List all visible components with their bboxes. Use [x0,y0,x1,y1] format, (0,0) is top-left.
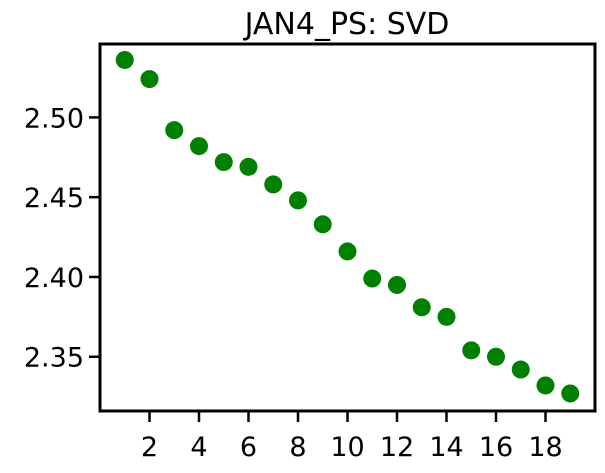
y-tick-label: 2.35 [24,343,84,374]
x-tick-label: 12 [380,432,414,463]
data-point [214,153,233,172]
data-point [140,70,159,89]
x-tick-label: 6 [240,432,257,463]
x-tick-label: 2 [141,432,158,463]
data-point [165,121,184,140]
y-tick-label: 2.50 [24,103,84,134]
data-point [264,175,283,194]
data-point [115,50,134,69]
x-tick-label: 16 [479,432,513,463]
data-points [115,50,580,403]
data-point [561,384,580,403]
data-point [536,376,555,395]
plot-frame [98,42,597,413]
y-axis: 2.35 2.40 2.45 2.50 [24,103,100,374]
data-point [239,157,258,176]
y-tick-label: 2.40 [24,263,84,294]
data-point [363,269,382,288]
x-axis: 2 4 6 8 10 12 14 16 18 [141,411,563,463]
data-point [338,242,357,261]
y-tick-label: 2.45 [24,183,84,214]
data-point [487,347,505,366]
data-point [462,341,481,360]
x-tick-label: 10 [330,432,364,463]
chart-title: JAN4_PS: SVD [243,7,450,42]
data-point [437,307,456,326]
x-tick-label: 14 [429,432,463,463]
data-point [511,360,530,379]
x-tick-label: 18 [528,432,562,463]
data-point [313,215,332,234]
x-tick-label: 4 [190,432,207,463]
x-tick-label: 8 [289,432,306,463]
data-point [190,137,208,156]
data-point [412,298,431,317]
data-point [289,191,307,210]
data-point [388,275,406,294]
